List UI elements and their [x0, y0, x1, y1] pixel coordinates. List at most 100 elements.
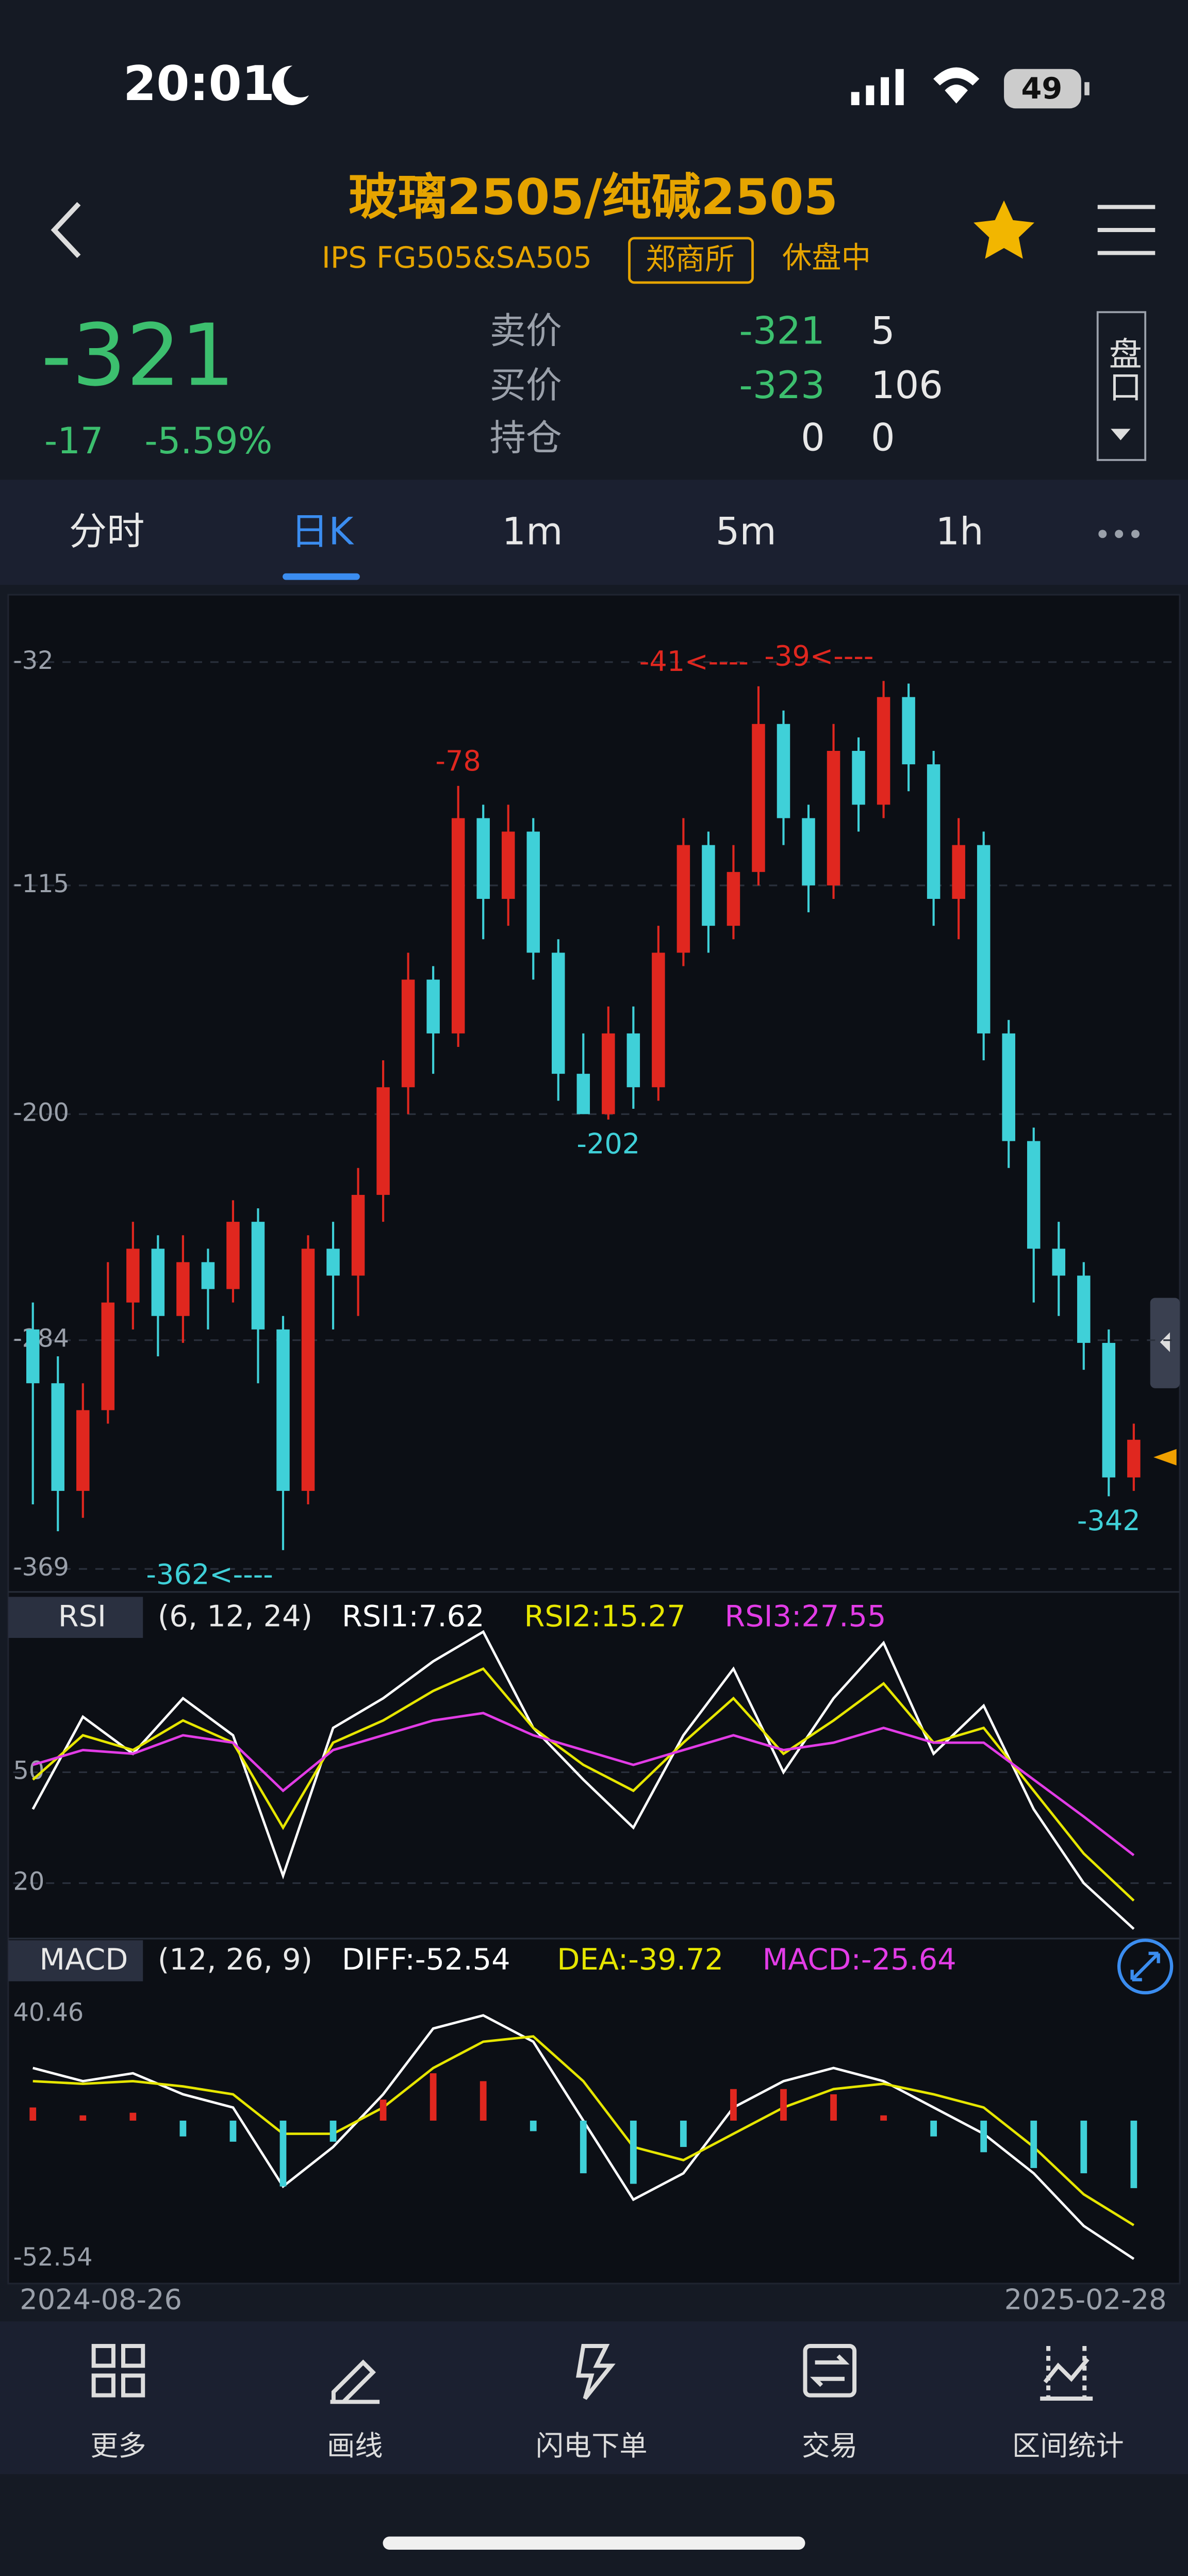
- candle-body: [151, 1249, 165, 1316]
- fullscreen-icon: [1130, 1951, 1160, 1981]
- wifi-icon: [933, 67, 980, 104]
- battery-icon: [1004, 69, 1081, 109]
- tab[interactable]: 1m: [502, 510, 563, 553]
- macd-bar: [79, 2115, 87, 2121]
- candle-body: [526, 831, 540, 953]
- macd-bar: [830, 2094, 837, 2121]
- macd-bar: [430, 2073, 437, 2121]
- toolbar-label[interactable]: 闪电下单: [536, 2430, 648, 2462]
- y-tick-label: -52.54: [13, 2243, 92, 2272]
- macd-bar: [880, 2115, 887, 2121]
- toolbar-label[interactable]: 画线: [327, 2430, 383, 2462]
- tab-underline: [283, 573, 360, 580]
- candle-body: [126, 1249, 140, 1303]
- macd-params: (12, 26, 9): [158, 1942, 312, 1977]
- candle-body: [727, 872, 740, 926]
- book-price: 0: [801, 416, 825, 460]
- candle-body: [777, 724, 790, 818]
- toolbar-label[interactable]: 区间统计: [1012, 2430, 1124, 2462]
- candle-body: [752, 724, 765, 872]
- macd-bar: [580, 2121, 587, 2174]
- legend-entry: RSI3:27.55: [724, 1599, 886, 1633]
- macd-bar: [630, 2121, 637, 2184]
- y-tick-label: -284: [13, 1325, 69, 1353]
- extreme-label: -362<----: [146, 1558, 273, 1590]
- candle-body: [326, 1249, 340, 1276]
- macd-bar: [229, 2121, 237, 2142]
- y-tick-label: 20: [13, 1867, 44, 1896]
- extreme-label: -202: [576, 1127, 640, 1160]
- candle-body: [426, 979, 440, 1033]
- extreme-label: -41<----: [639, 645, 749, 678]
- tab[interactable]: 1h: [936, 510, 984, 553]
- candle-body: [1077, 1275, 1091, 1343]
- book-qty: 0: [871, 416, 895, 460]
- candle-body: [802, 818, 815, 885]
- legend-entry: RSI1:7.62: [342, 1599, 485, 1633]
- more-tabs[interactable]: [1098, 530, 1140, 538]
- candle-body: [702, 845, 715, 926]
- candle-body: [76, 1410, 90, 1491]
- tab[interactable]: 分时: [69, 510, 145, 553]
- instrument-code: IPS FG505&SA505: [322, 240, 592, 275]
- candle-body: [176, 1262, 190, 1316]
- macd-bar: [480, 2081, 487, 2121]
- macd-label: MACD: [40, 1942, 128, 1977]
- exchange-box: [628, 237, 754, 284]
- candle-body: [451, 818, 465, 1033]
- candle-body: [226, 1222, 240, 1289]
- macd-tag: [8, 1940, 143, 1981]
- favorite-star[interactable]: [974, 200, 1035, 259]
- instrument-title: 玻璃2505/纯碱2505: [349, 168, 838, 226]
- indicator-line: [32, 1667, 1135, 1902]
- candle-body: [602, 1033, 615, 1114]
- legend-entry: DEA:-39.72: [557, 1942, 723, 1977]
- candle-body: [676, 845, 690, 953]
- candle-body: [351, 1194, 365, 1276]
- legend-entry: RSI2:15.27: [524, 1599, 686, 1633]
- last-price: -321: [41, 306, 235, 405]
- tab-active[interactable]: 日K: [291, 510, 354, 553]
- toolbar-icons: [91, 2344, 1093, 2404]
- macd-bar: [780, 2089, 787, 2121]
- indicator-line: [32, 1712, 1135, 1857]
- legend-entry: DIFF:-52.54: [342, 1942, 510, 1977]
- toolbar-label[interactable]: 交易: [802, 2430, 857, 2462]
- price-change: -17: [44, 420, 103, 462]
- moon-icon: [272, 65, 309, 105]
- fullscreen-button[interactable]: [1117, 1938, 1174, 1995]
- rsi-label: RSI: [58, 1599, 106, 1633]
- book-label: 卖价: [490, 310, 562, 352]
- book-qty: 5: [871, 309, 895, 353]
- home-indicator: [383, 2536, 805, 2550]
- book-price: -323: [739, 364, 824, 407]
- candle-body: [1102, 1342, 1116, 1478]
- macd-bar: [179, 2121, 187, 2137]
- candle-body: [952, 845, 965, 899]
- depth-arrow: [1111, 429, 1131, 440]
- macd-bar: [29, 2107, 37, 2121]
- book-label: 买价: [490, 364, 562, 406]
- y-tick-label: 50: [13, 1757, 44, 1785]
- book-price: -321: [739, 309, 824, 353]
- candle-body: [576, 1074, 590, 1114]
- depth-button[interactable]: 盘口: [1103, 337, 1142, 402]
- macd-bar: [129, 2112, 137, 2121]
- menu-button[interactable]: [1097, 205, 1156, 255]
- book-qty: 106: [871, 364, 943, 407]
- macd-bar: [329, 2121, 337, 2142]
- tab[interactable]: 5m: [716, 510, 777, 553]
- toolbar-label[interactable]: 更多: [90, 2430, 146, 2462]
- candle-body: [902, 697, 915, 765]
- extreme-label: -39<----: [764, 639, 873, 672]
- indicator-line: [32, 2035, 1135, 2226]
- candle-body: [301, 1249, 315, 1491]
- macd-bar: [730, 2089, 737, 2121]
- back-button[interactable]: [51, 202, 81, 258]
- candle-body: [827, 750, 840, 885]
- extreme-label: -342: [1077, 1504, 1141, 1537]
- candle-body: [626, 1033, 640, 1088]
- depth-button-box[interactable]: [1096, 311, 1147, 461]
